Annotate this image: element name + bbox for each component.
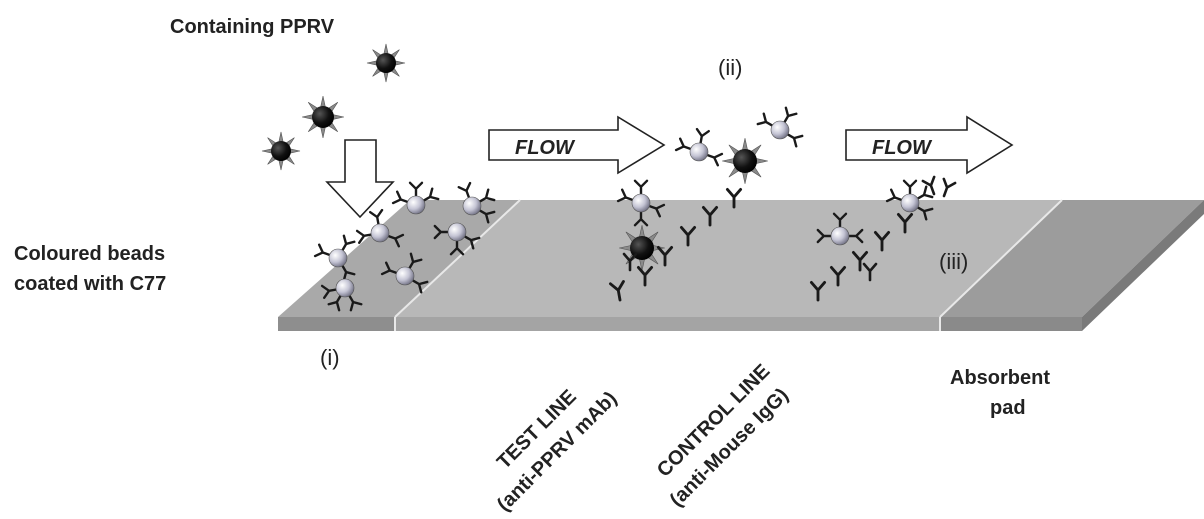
y-shaped-antibody-icon	[656, 245, 674, 267]
hollow-right-arrow-icon	[845, 115, 1014, 175]
y-shaped-antibody-icon	[862, 262, 878, 282]
antibody-coated-bead-icon	[674, 127, 724, 167]
sample-pad-edge	[278, 317, 395, 331]
beads-label-line2: coated with C77	[14, 273, 166, 295]
antibody-coated-bead-icon	[885, 179, 934, 221]
sample-label: Containing PPRV	[170, 16, 335, 38]
y-shaped-antibody-icon	[622, 252, 638, 272]
absorbent-label-line2: pad	[990, 397, 1026, 419]
antibody-coated-bead-icon	[355, 208, 405, 248]
step-i-label: (i)	[320, 345, 340, 370]
y-shaped-antibody-icon	[809, 280, 827, 302]
control-line-label: CONTROL LINE (anti-Mouse IgG)	[653, 360, 793, 511]
flow-label-2: FLOW	[872, 137, 933, 159]
antibody-coated-bead-icon	[391, 181, 440, 215]
step-ii-label: (ii)	[718, 55, 742, 80]
antibody-coated-bead-icon	[616, 179, 666, 227]
y-shaped-antibody-icon	[942, 177, 957, 198]
y-shaped-antibody-icon	[896, 212, 914, 234]
antibody-coated-bead-icon	[816, 212, 864, 246]
antibody-coated-bead-icon	[380, 252, 429, 294]
membrane-top	[395, 200, 1062, 317]
antibody-coated-bead-icon	[313, 234, 356, 282]
y-shaped-antibody-icon	[873, 230, 891, 252]
spiky-virus-icon	[302, 96, 344, 138]
hollow-right-arrow-icon	[488, 115, 666, 175]
y-shaped-antibody-icon	[921, 175, 936, 196]
strip-side	[1082, 200, 1204, 331]
spiky-virus-icon	[722, 138, 768, 184]
flow-label-1: FLOW	[515, 137, 576, 159]
membrane-edge	[395, 317, 940, 331]
y-shaped-antibody-icon	[609, 280, 625, 302]
y-shaped-antibody-icon	[679, 225, 697, 247]
absorbent-pad-edge	[940, 317, 1082, 331]
flow-arrow-2: FLOW	[845, 115, 1014, 175]
spiky-virus-icon	[261, 131, 301, 171]
test-line-label: TEST LINE (anti-PPRV mAb)	[493, 386, 621, 516]
antibody-coated-bead-icon	[433, 222, 481, 256]
hollow-down-arrow-icon	[325, 139, 395, 219]
y-shaped-antibody-icon	[725, 187, 743, 209]
y-shaped-antibody-icon	[829, 265, 847, 287]
y-shaped-antibody-icon	[701, 205, 719, 227]
y-shaped-antibody-icon	[636, 265, 654, 287]
y-shaped-antibody-icon	[851, 250, 869, 272]
absorbent-pad-top	[940, 200, 1204, 317]
spiky-virus-icon	[366, 43, 406, 83]
absorbent-label-line1: Absorbent	[950, 367, 1050, 389]
antibody-coated-bead-icon	[457, 181, 496, 224]
step-iii-label: (iii)	[939, 249, 968, 274]
test-strip	[278, 199, 1204, 331]
beads-label-line1: Coloured beads	[14, 243, 165, 265]
flow-arrow-1: FLOW	[488, 115, 666, 175]
antibody-coated-bead-icon	[320, 278, 363, 312]
diagram-objects	[261, 43, 957, 312]
antibody-coated-bead-icon	[756, 106, 804, 148]
